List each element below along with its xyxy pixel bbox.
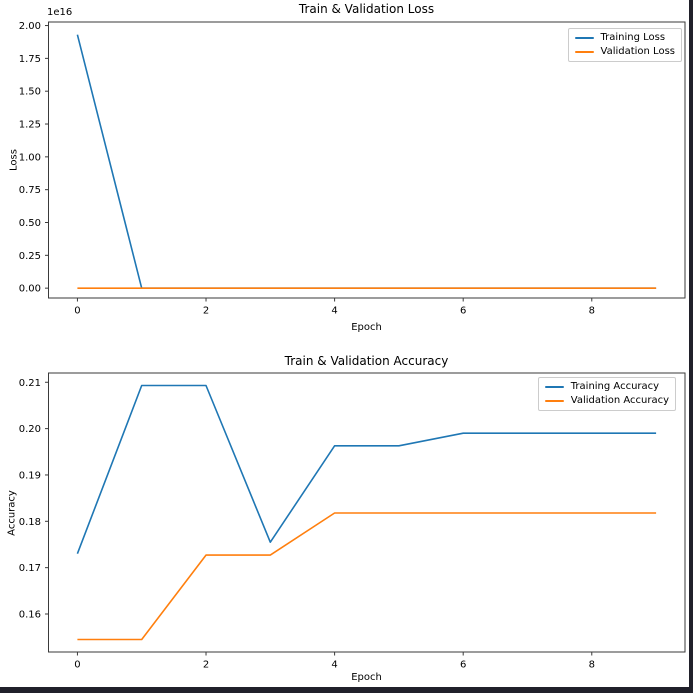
- y-tick-label: 0.50: [19, 218, 41, 229]
- legend-label: Validation Accuracy: [570, 395, 669, 406]
- loss-legend: Training Loss Validation Loss: [567, 28, 682, 62]
- y-tick-label: 0.18: [19, 517, 41, 528]
- x-tick-label: 2: [203, 660, 209, 671]
- window-border-right: [689, 0, 693, 693]
- x-tick-label: 8: [589, 660, 595, 671]
- y-tick-label: 1.75: [19, 54, 41, 65]
- y-tick-label: 0.16: [19, 609, 41, 620]
- y-tick-label: 0.17: [19, 563, 41, 574]
- accuracy-yaxis-label: Accuracy: [6, 490, 18, 536]
- legend-label: Validation Loss: [600, 46, 676, 57]
- accuracy-plot-area: [48, 372, 686, 653]
- validation-loss-line-swatch: [574, 51, 594, 53]
- loss-axis-offset-label: 1e16: [47, 7, 73, 18]
- validation-accuracy-line-swatch: [544, 400, 564, 402]
- y-tick-label: 0.21: [19, 378, 41, 389]
- x-tick-label: 2: [203, 306, 209, 317]
- y-tick-label: 1.00: [19, 152, 41, 163]
- x-tick-label: 0: [74, 660, 80, 671]
- legend-label: Training Loss: [600, 32, 666, 43]
- loss-yaxis-label: Loss: [8, 149, 20, 171]
- training-accuracy-line-swatch: [544, 386, 564, 388]
- accuracy-xaxis-label: Epoch: [351, 672, 382, 683]
- x-tick-label: 0: [74, 306, 80, 317]
- y-tick-label: 0.19: [19, 470, 41, 481]
- loss-plot-area: [48, 21, 686, 299]
- training-loss-line-swatch: [574, 37, 594, 39]
- y-tick-label: 0.20: [19, 424, 41, 435]
- x-tick-label: 4: [331, 306, 337, 317]
- legend-item-validation-accuracy: Validation Accuracy: [544, 395, 669, 407]
- accuracy-legend: Training Accuracy Validation Accuracy: [537, 377, 676, 411]
- legend-label: Training Accuracy: [570, 381, 660, 392]
- y-tick-label: 1.50: [19, 87, 41, 98]
- line-training-accuracy: [76, 384, 657, 554]
- y-tick-label: 1.25: [19, 120, 41, 131]
- window-border-bottom: [0, 687, 693, 693]
- x-tick-label: 8: [589, 306, 595, 317]
- loss-chart-title: Train & Validation Loss: [298, 2, 435, 16]
- y-tick-label: 2.00: [19, 21, 41, 32]
- legend-item-validation-loss: Validation Loss: [574, 46, 676, 58]
- x-tick-label: 6: [460, 306, 466, 317]
- y-tick-label: 0.00: [19, 284, 41, 295]
- legend-item-training-accuracy: Training Accuracy: [544, 381, 669, 393]
- x-tick-label: 6: [460, 660, 466, 671]
- y-tick-label: 0.75: [19, 185, 41, 196]
- loss-xaxis-label: Epoch: [351, 322, 382, 333]
- legend-item-training-loss: Training Loss: [574, 32, 676, 44]
- y-tick-label: 0.25: [19, 251, 41, 262]
- line-validation-accuracy: [77, 512, 657, 641]
- line-training-loss: [76, 34, 657, 290]
- x-tick-label: 4: [331, 660, 337, 671]
- accuracy-chart-title: Train & Validation Accuracy: [284, 354, 449, 368]
